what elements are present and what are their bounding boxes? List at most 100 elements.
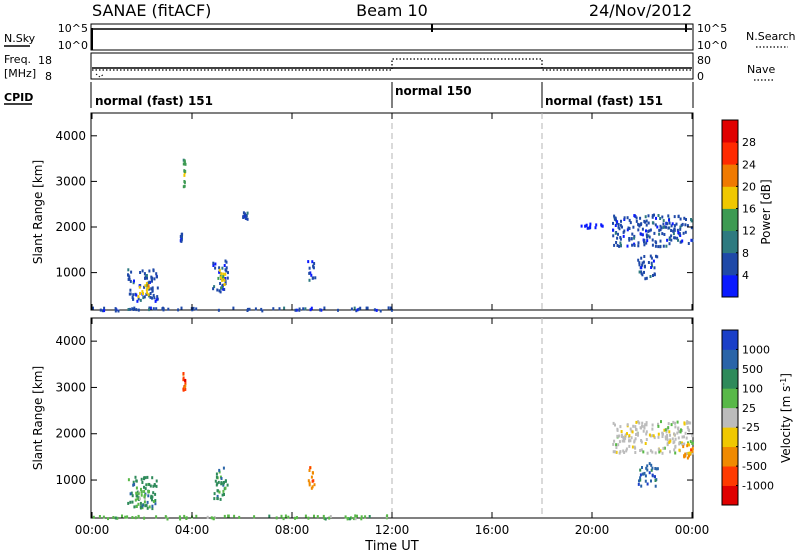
velocity-colorbar-swatch-9 <box>722 330 738 350</box>
beam-title: Beam 10 <box>356 1 428 20</box>
velocity-echo-cluster-7 <box>612 420 694 456</box>
velocity-ytick-4: 4000 <box>55 334 86 348</box>
freq-label: Freq. <box>4 53 31 66</box>
velocity-colorbar-swatch-6 <box>722 388 738 409</box>
velocity-colorbar-tick-8: 1000 <box>742 343 770 356</box>
velocity-colorbar-tick-4: -25 <box>742 421 760 434</box>
velocity-colorbar-tick-6: 100 <box>742 382 763 395</box>
power-echo-cluster-7 <box>217 268 227 290</box>
velocity-ytick-1: 1000 <box>55 473 86 487</box>
velocity-colorbar-swatch-1 <box>722 485 738 506</box>
power-echo-cluster-3 <box>137 282 150 299</box>
nave-tick-top: 80 <box>697 54 711 67</box>
power-ytick-2: 2000 <box>55 220 86 234</box>
nsky-tick-top: 10^5 <box>58 22 88 35</box>
nsky-panel: N.Sky 10^5 10^0 10^5 10^0 N.Search <box>4 22 796 52</box>
power-colorbar-tick-3: 12 <box>742 225 756 238</box>
velocity-xtick-1: 00:00 <box>75 523 110 537</box>
velocity-ytick-2: 2000 <box>55 427 86 441</box>
power-colorbar-swatch-7 <box>722 142 738 165</box>
power-echo-cluster-8 <box>242 211 249 221</box>
station-title: SANAE (fitACF) <box>92 1 211 20</box>
time-axis-label: Time UT <box>364 539 418 554</box>
power-echo-cluster-5 <box>182 158 187 189</box>
velocity-colorbar-swatch-3 <box>722 446 738 467</box>
velocity-colorbar-tick-2: -500 <box>742 460 767 473</box>
power-colorbar: 4 8 12 16 20 24 28 <box>721 119 756 298</box>
velocity-echo-cluster-8 <box>682 444 694 460</box>
velocity-ylabel: Slant Range [km] <box>31 366 45 470</box>
cpid-segment-1: normal (fast) 151 <box>95 94 213 108</box>
cpid-label: CPID <box>4 91 33 104</box>
power-colorbar-tick-5: 20 <box>742 180 756 193</box>
velocity-xtick-7: 00:00 <box>675 523 710 537</box>
power-echo-cluster-4 <box>179 232 184 243</box>
freq-tick-top: 18 <box>38 54 52 67</box>
velocity-echo-cluster-2 <box>127 475 158 511</box>
velocity-colorbar-swatch-2 <box>722 466 738 486</box>
power-colorbar-tick-4: 16 <box>742 203 756 216</box>
cpid-segment-2: normal 150 <box>395 84 472 98</box>
power-colorbar-label: Power [dB] <box>759 179 773 244</box>
cpid-panel: CPID normal (fast) 151 normal 150 normal (… <box>4 82 694 108</box>
power-colorbar-swatch-4 <box>722 208 738 231</box>
power-colorbar-tick-6: 24 <box>742 158 756 171</box>
velocity-colorbar-tick-3: -100 <box>742 441 767 454</box>
nsearch-tick-bottom: 10^0 <box>697 39 727 52</box>
nsky-label: N.Sky <box>4 32 36 45</box>
power-echo-cluster-10 <box>612 213 694 249</box>
velocity-colorbar-label: Velocity [m s-1] <box>779 373 793 463</box>
power-echo-cluster-12 <box>580 222 604 230</box>
power-colorbar-tick-2: 8 <box>742 247 749 260</box>
power-colorbar-swatch-1 <box>722 274 738 298</box>
power-colorbar-tick-1: 4 <box>742 269 749 282</box>
power-ytick-1: 1000 <box>55 266 86 280</box>
nsearch-label: N.Search <box>746 30 796 43</box>
velocity-colorbar-swatch-5 <box>722 407 738 428</box>
nave-tick-bottom: 0 <box>697 70 704 83</box>
power-panel: 1000 2000 3000 4000 Slant Range [km] 4 8 12 16… <box>31 112 773 313</box>
nsky-tick-bottom: 10^0 <box>58 39 88 52</box>
velocity-colorbar-tick-7: 500 <box>742 363 763 376</box>
freq-unit-label: [MHz] <box>4 67 36 80</box>
power-echo-cluster-11 <box>637 254 659 281</box>
freq-tick-bottom: 8 <box>45 70 52 83</box>
velocity-echo-cluster-9 <box>637 462 659 488</box>
power-ytick-4: 4000 <box>55 129 86 143</box>
velocity-colorbar-tick-1: -1000 <box>742 480 774 493</box>
velocity-colorbar-tick-5: 25 <box>742 402 756 415</box>
velocity-panel: 1000 2000 3000 4000 Slant Range [km] 00:00 0… <box>31 317 793 554</box>
velocity-colorbar-swatch-8 <box>722 349 738 370</box>
velocity-colorbar-swatch-7 <box>722 368 738 389</box>
power-colorbar-swatch-3 <box>722 230 738 254</box>
velocity-xtick-6: 20:00 <box>575 523 610 537</box>
power-ytick-3: 3000 <box>55 174 86 188</box>
velocity-xtick-4: 12:00 <box>375 523 410 537</box>
power-colorbar-tick-7: 28 <box>742 136 756 149</box>
date-title: 24/Nov/2012 <box>589 1 692 20</box>
nsearch-tick-top: 10^5 <box>697 22 727 35</box>
velocity-echo-cluster-6 <box>307 466 316 490</box>
nave-label: Nave <box>747 63 775 76</box>
velocity-echo-cluster-3 <box>134 489 150 504</box>
velocity-echo-cluster-4 <box>182 372 187 392</box>
velocity-echo-cluster-5 <box>213 466 229 501</box>
power-colorbar-swatch-2 <box>722 252 738 276</box>
velocity-colorbar-swatch-4 <box>722 427 738 447</box>
velocity-xtick-3: 08:00 <box>275 523 310 537</box>
power-colorbar-swatch-6 <box>722 164 738 187</box>
power-echo-cluster-9 <box>307 260 317 282</box>
velocity-xtick-5: 16:00 <box>475 523 510 537</box>
power-plot-frame <box>90 112 694 311</box>
velocity-colorbar: -1000 -500 -100 -25 25 100 500 1000 <box>721 329 774 506</box>
cpid-segment-3: normal (fast) 151 <box>545 94 663 108</box>
power-ylabel: Slant Range [km] <box>31 160 45 264</box>
velocity-echo-cluster-1 <box>92 514 389 521</box>
velocity-ytick-3: 3000 <box>55 380 86 394</box>
nave-line <box>92 58 692 71</box>
power-colorbar-swatch-8 <box>722 120 738 143</box>
freq-panel: Freq. [MHz] 18 8 80 0 Nave <box>4 52 775 83</box>
power-colorbar-swatch-5 <box>722 186 738 209</box>
velocity-xtick-2: 04:00 <box>175 523 210 537</box>
